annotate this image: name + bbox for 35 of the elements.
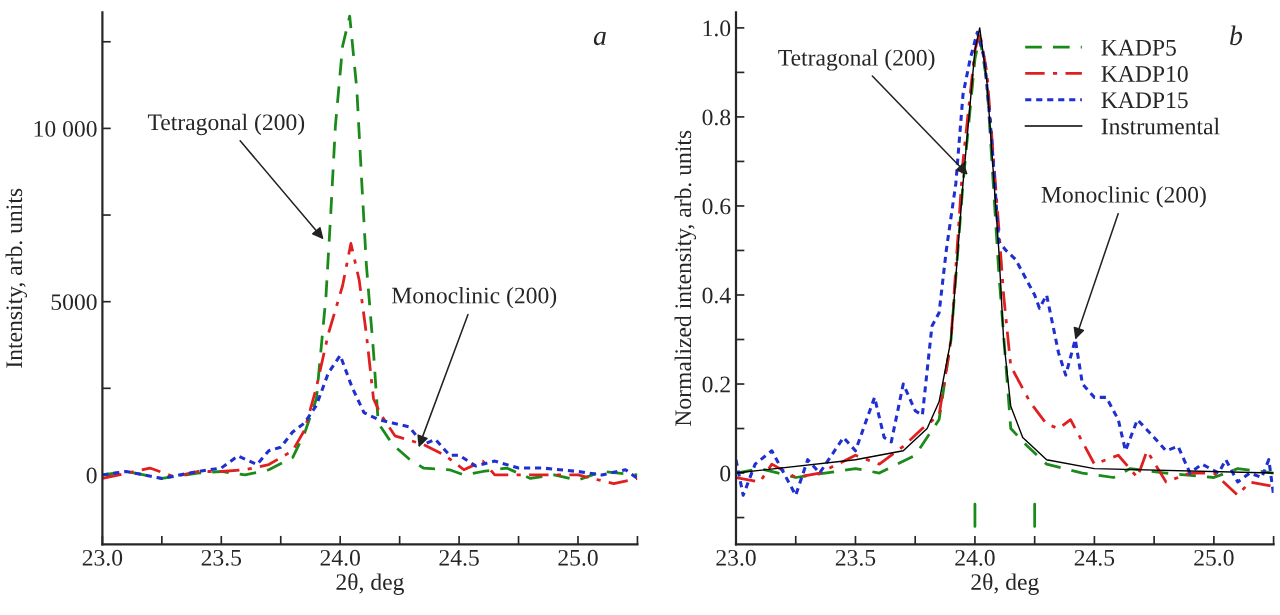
x-axis-title: 2θ, deg — [971, 573, 1039, 595]
x-tick-label: 24.5 — [1074, 549, 1115, 566]
annotation: Monoclinic (200) — [1041, 186, 1206, 208]
y-tick-label: 0.6 — [702, 198, 731, 215]
x-tick-label: 25.0 — [1194, 549, 1234, 566]
annotation: a — [593, 31, 606, 46]
x-tick-label: 23.5 — [835, 549, 876, 566]
annotation: Tetragonal (200) — [778, 49, 935, 71]
y-tick-label: 10 000 — [34, 120, 97, 137]
x-tick-label: 24.5 — [439, 549, 479, 566]
x-tick-label: 23.0 — [716, 549, 756, 566]
legend-label: Instrumental — [1101, 117, 1220, 135]
x-tick-label: 24.0 — [955, 549, 995, 566]
y-axis-title: Normalized intensity, arb. units — [674, 130, 697, 427]
x-axis-title: 2θ, deg — [336, 573, 404, 595]
annotation: Tetragonal (200) — [147, 113, 305, 136]
y-tick-label: 0 — [720, 465, 731, 482]
y-axis-title: Intensity, arb. units — [5, 188, 28, 368]
y-tick-label: 5000 — [51, 294, 97, 311]
x-tick-label: 25.0 — [558, 549, 598, 566]
legend-label: KADP10 — [1101, 65, 1188, 82]
y-tick-label: 0.2 — [702, 376, 730, 393]
y-tick-label: 0 — [86, 467, 97, 484]
legend-label: KADP15 — [1101, 92, 1188, 109]
legend-label: KADP5 — [1101, 39, 1176, 56]
x-tick-label: 23.5 — [201, 549, 242, 566]
y-tick-label: 0.8 — [702, 109, 731, 126]
x-tick-label: 23.0 — [82, 549, 123, 566]
y-tick-label: 0.4 — [702, 287, 731, 304]
annotation: b — [1230, 25, 1243, 46]
line-series — [102, 353, 638, 480]
x-tick-label: 24.0 — [320, 549, 360, 566]
line-series — [102, 242, 638, 486]
y-tick-label: 1.0 — [703, 20, 731, 37]
annotation: Monoclinic (200) — [391, 286, 557, 309]
